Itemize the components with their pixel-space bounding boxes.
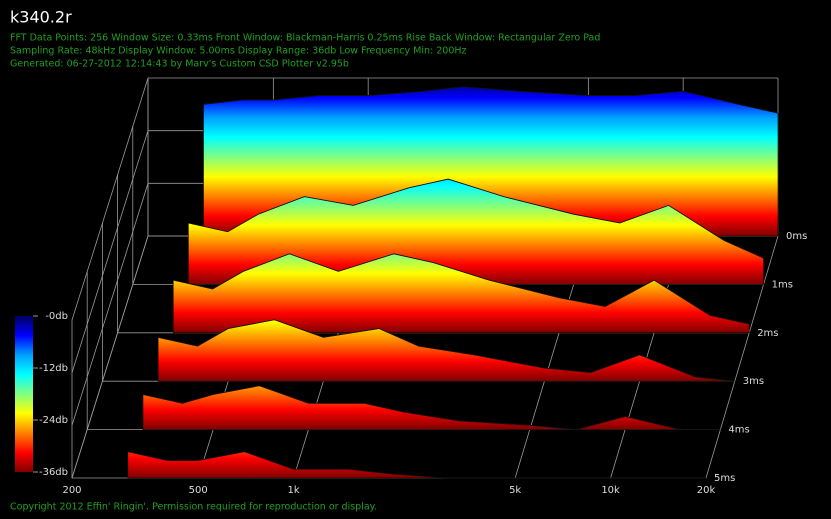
time-tick-label: 2ms xyxy=(757,328,778,339)
slice-line xyxy=(188,178,764,259)
color-bar xyxy=(15,316,33,472)
colorbar-label: -36db xyxy=(39,467,68,478)
time-tick-label: 1ms xyxy=(772,279,793,290)
footer: Copyright 2012 Effin' Ringin'. Permissio… xyxy=(10,502,377,513)
time-tick-label: 5ms xyxy=(714,473,735,484)
chart-title: k340.2r xyxy=(10,8,72,27)
colorbar-label: -0db xyxy=(45,311,68,322)
x-tick-label: 500 xyxy=(189,485,208,496)
slice-line xyxy=(142,385,721,431)
slice-line xyxy=(173,253,750,325)
time-tick-label: 4ms xyxy=(728,425,749,436)
time-tick-label: 0ms xyxy=(786,231,807,242)
colorbar-label: -24db xyxy=(39,415,68,426)
info-line: FFT Data Points: 256 Window Size: 0.33ms… xyxy=(10,33,600,44)
x-tick-label: 10k xyxy=(601,485,620,496)
info-line: Generated: 06-27-2012 12:14:43 by Marv's… xyxy=(10,59,349,70)
colorbar-label: -12db xyxy=(39,363,68,374)
slice-line xyxy=(127,451,706,479)
x-tick-label: 1k xyxy=(287,485,299,496)
time-tick-label: 3ms xyxy=(743,376,764,387)
slice-line xyxy=(157,319,735,382)
info-line: Sampling Rate: 48kHz Display Window: 5.0… xyxy=(10,46,467,57)
x-tick-label: 200 xyxy=(62,485,81,496)
x-tick-label: 20k xyxy=(697,485,716,496)
slice-line xyxy=(203,86,779,114)
x-tick-label: 5k xyxy=(509,485,521,496)
